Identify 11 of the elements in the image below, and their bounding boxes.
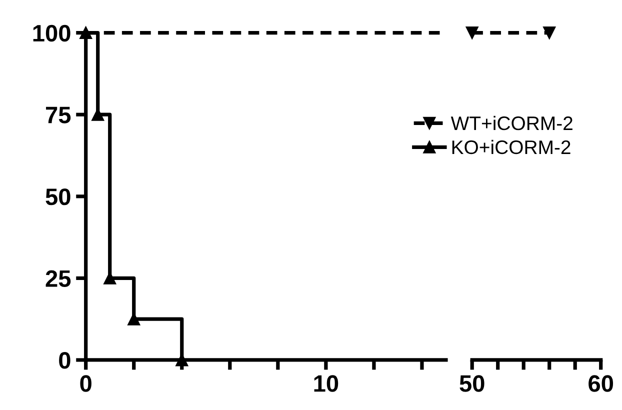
y-tick-label: 25 [46, 270, 71, 287]
x-tick-label: 50 [460, 375, 484, 392]
x-tick-label: 10 [314, 375, 338, 392]
legend-label: KO+iCORM-2 [452, 140, 570, 154]
x-tick-label: 0 [80, 375, 92, 392]
x-tick-label: 60 [588, 375, 614, 392]
y-tick-label: 100 [33, 24, 70, 42]
y-tick-label: 50 [46, 188, 70, 206]
legend-label: WT+iCORM-2 [450, 116, 572, 130]
y-tick-label: 0 [59, 352, 70, 369]
y-tick-label: 75 [46, 106, 71, 124]
